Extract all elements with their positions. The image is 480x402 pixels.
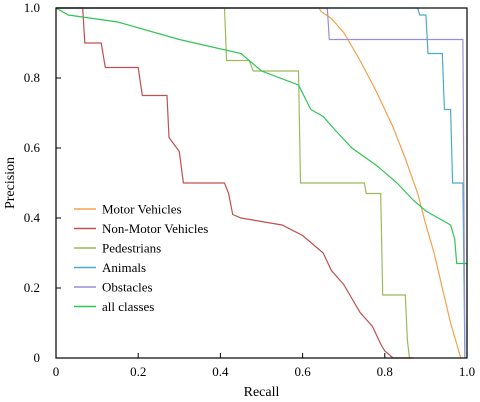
y-axis-title: Precision — [3, 157, 18, 209]
x-tick-label: 0.4 — [212, 364, 229, 379]
y-tick-label: 0.6 — [24, 140, 41, 155]
y-tick-label: 1.0 — [24, 0, 40, 15]
legend-label: Motor Vehicles — [102, 202, 182, 217]
y-tick-label: 0.2 — [24, 280, 40, 295]
x-tick-label: 0.2 — [130, 364, 146, 379]
y-axis: 0 0.2 0.4 0.6 0.8 1.0 — [24, 0, 61, 365]
legend-label: Animals — [102, 260, 146, 275]
x-tick-label: 0.8 — [377, 364, 393, 379]
x-tick-label: 1.0 — [459, 364, 475, 379]
x-axis-title: Recall — [244, 385, 280, 400]
series-line-motor-vehicles — [56, 7, 462, 359]
series-line-pedestrians — [56, 7, 411, 359]
x-tick-label: 0.6 — [294, 364, 311, 379]
x-tick-label: 0 — [53, 364, 60, 379]
series-line-all-classes — [55, 7, 468, 358]
x-axis: 0 0.2 0.4 0.6 0.8 1.0 — [53, 353, 475, 379]
legend: Motor Vehicles Non-Motor Vehicles Pedestri… — [74, 202, 208, 314]
series-line-animals — [56, 7, 466, 359]
legend-label: all classes — [102, 299, 154, 314]
plot-frame — [55, 7, 468, 359]
series-line-non-motor-vehicles — [56, 7, 414, 359]
legend-label: Pedestrians — [102, 241, 161, 256]
y-tick-label: 0 — [34, 350, 41, 365]
legend-label: Obstacles — [102, 280, 153, 295]
legend-label: Non-Motor Vehicles — [102, 221, 208, 236]
y-tick-label: 0.8 — [24, 70, 40, 85]
y-tick-label: 0.4 — [24, 210, 41, 225]
